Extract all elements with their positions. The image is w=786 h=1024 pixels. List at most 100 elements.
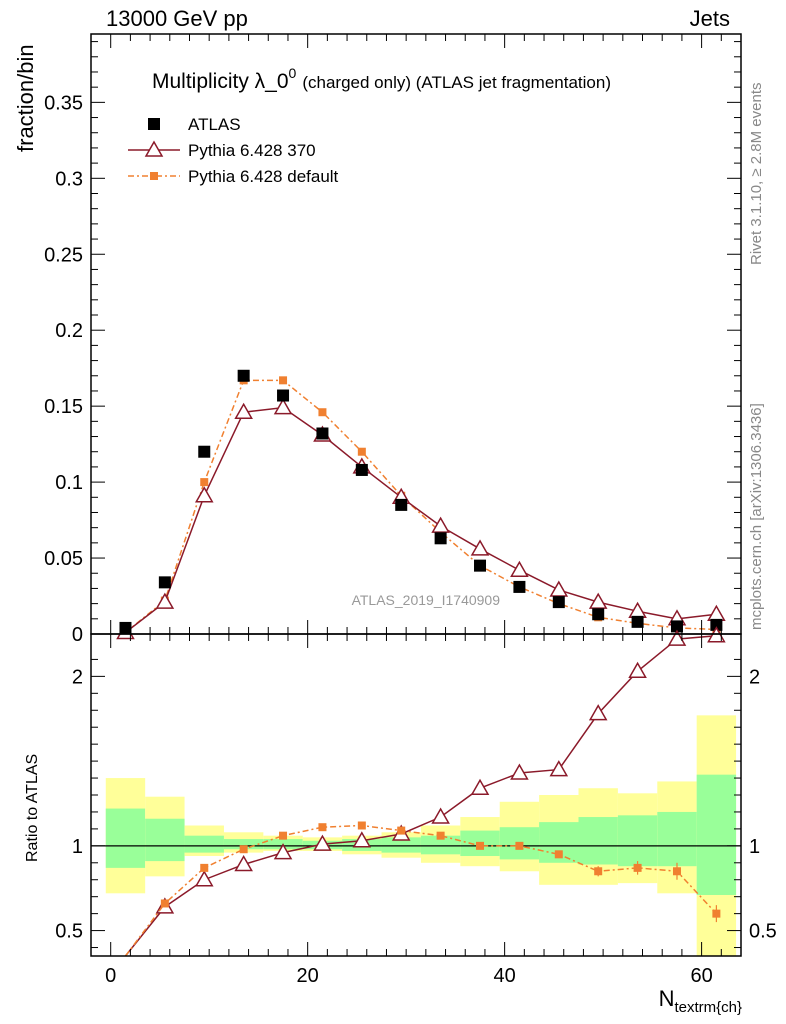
- green-band-bin: [223, 839, 264, 850]
- legend-marker: [148, 118, 160, 130]
- ratio-data-point: [672, 867, 681, 876]
- ratio-data-point: [594, 867, 603, 876]
- main-data-point: [631, 615, 644, 628]
- ratio-data-point: [588, 704, 608, 721]
- ratio-y-axis-label: Ratio to ATLAS: [24, 754, 41, 862]
- main-data-point: [431, 516, 450, 533]
- x-tick-label: 40: [494, 965, 516, 987]
- main-data-point: [470, 539, 490, 556]
- ratio-y-tick-label: 1: [72, 836, 83, 858]
- green-band-bin: [578, 817, 618, 865]
- ratio-data-point: [234, 854, 253, 872]
- green-band-bin: [420, 835, 461, 855]
- green-band-bin: [381, 837, 421, 853]
- legend-label: ATLAS: [188, 115, 241, 134]
- ratio-data-point: [667, 629, 687, 646]
- main-data-point: [357, 447, 366, 456]
- green-band-bin: [105, 808, 146, 868]
- ratio-data-point: [273, 843, 293, 860]
- y-tick-label: 0.25: [44, 244, 83, 266]
- ratio-data-point: [712, 909, 721, 918]
- main-data-point: [155, 592, 175, 609]
- y-tick-label: 0.1: [55, 472, 83, 494]
- y-axis-label: fraction/bin: [13, 44, 38, 152]
- legend: ATLAS Pythia 6.428 370 Pythia 6.428 defaul…: [128, 115, 339, 186]
- main-data-point: [395, 498, 408, 511]
- y-tick-label: 0.35: [44, 92, 83, 114]
- main-data-point: [434, 532, 447, 545]
- main-data-point: [237, 369, 250, 382]
- main-series-line: [125, 406, 717, 634]
- ratio-y-tick-label-right: 0.5: [749, 921, 777, 943]
- main-data-point: [355, 463, 368, 476]
- ratio-data-point: [352, 831, 372, 848]
- main-data-point: [592, 608, 605, 621]
- green-band-bin: [145, 818, 185, 862]
- main-data-point: [474, 559, 487, 572]
- top-left-header: 13000 GeV pp: [106, 6, 248, 31]
- ratio-series-line: [124, 634, 717, 957]
- main-series-line: [124, 379, 717, 634]
- main-data-point: [552, 596, 565, 609]
- ratio-uncertainty-bands: [91, 715, 741, 956]
- ratio-data-point: [549, 760, 569, 777]
- green-band-bin: [617, 815, 658, 867]
- green-band-bin: [184, 835, 224, 853]
- top-right-header: Jets: [689, 6, 730, 31]
- legend-label: Pythia 6.428 default: [188, 167, 339, 186]
- ratio-data-point: [628, 661, 647, 679]
- ratio-data-point: [313, 834, 332, 851]
- main-data-point: [234, 402, 253, 419]
- ratio-data-point: [633, 863, 642, 872]
- main-data-point: [707, 604, 726, 622]
- y-tick-label: 0.15: [44, 396, 83, 418]
- main-data-point: [588, 592, 608, 609]
- x-axis-label: Ntextrm{ch}: [659, 986, 742, 1016]
- chart-title: Multiplicity λ_00 (charged only) (ATLAS j…: [152, 65, 611, 93]
- ratio-data-point: [239, 845, 248, 854]
- x-tick-label: 0: [105, 965, 116, 987]
- ratio-data-point: [318, 823, 327, 832]
- mcplots-label: mcplots.cern.ch [arXiv:1306.3436]: [748, 403, 765, 630]
- x-tick-label: 60: [690, 965, 712, 987]
- y-tick-label: 0.05: [44, 548, 83, 570]
- legend-label: Pythia 6.428 370: [188, 141, 316, 160]
- ratio-data-point: [510, 763, 529, 780]
- ratio-data-point: [515, 841, 524, 850]
- main-data-point: [510, 560, 529, 577]
- green-band-bin: [696, 774, 737, 895]
- main-data-point: [119, 621, 132, 634]
- ratio-series-pythia-6-428-default: [124, 821, 721, 957]
- main-data-point: [318, 408, 327, 417]
- main-data-point: [316, 427, 329, 440]
- y-tick-label: 0: [72, 624, 83, 646]
- legend-marker: [150, 172, 158, 180]
- ratio-data-point: [470, 778, 490, 795]
- ratio-y-tick-label: 2: [72, 666, 83, 688]
- y-tick-label: 0.3: [55, 168, 83, 190]
- main-data-point: [513, 580, 526, 593]
- main-data-point: [279, 376, 288, 385]
- ratio-data-point: [160, 899, 169, 908]
- ratio-series-line: [124, 824, 717, 957]
- ratio-series-pythia-6-428-370: [124, 626, 726, 957]
- ratio-data-point: [476, 841, 485, 850]
- main-data-point: [277, 389, 290, 402]
- ratio-data-point: [357, 821, 366, 830]
- ratio-data-point: [194, 870, 214, 887]
- ratio-y-tick-label: 0.5: [55, 921, 83, 943]
- ratio-y-tick-label-right: 1: [749, 836, 760, 858]
- green-band-bin: [657, 811, 697, 867]
- ratio-data-point: [397, 826, 406, 835]
- ratio-data-point: [554, 850, 563, 859]
- rivet-label: Rivet 3.1.10, ≥ 2.8M events: [748, 83, 765, 266]
- main-data-point: [194, 486, 214, 503]
- legend-marker: [144, 140, 164, 157]
- analysis-label: ATLAS_2019_I1740909: [352, 592, 501, 608]
- main-data-point: [549, 580, 569, 597]
- main-data-point: [273, 398, 293, 415]
- main-data-point: [200, 478, 209, 487]
- main-data-point: [670, 620, 683, 633]
- main-series-atlas: [119, 369, 723, 634]
